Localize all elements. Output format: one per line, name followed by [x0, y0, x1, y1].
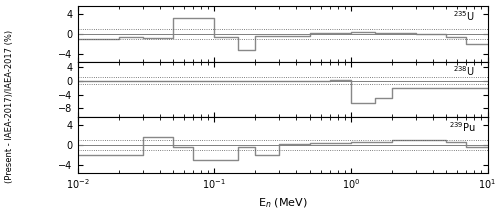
- Text: (Present - IAEA-2017)/IAEA-2017 (%): (Present - IAEA-2017)/IAEA-2017 (%): [6, 30, 15, 183]
- Text: $^{238}$U: $^{238}$U: [454, 65, 475, 78]
- Text: $^{235}$U: $^{235}$U: [454, 9, 475, 23]
- X-axis label: E$_n$ (MeV): E$_n$ (MeV): [258, 197, 308, 210]
- Text: $^{239}$Pu: $^{239}$Pu: [448, 120, 475, 134]
